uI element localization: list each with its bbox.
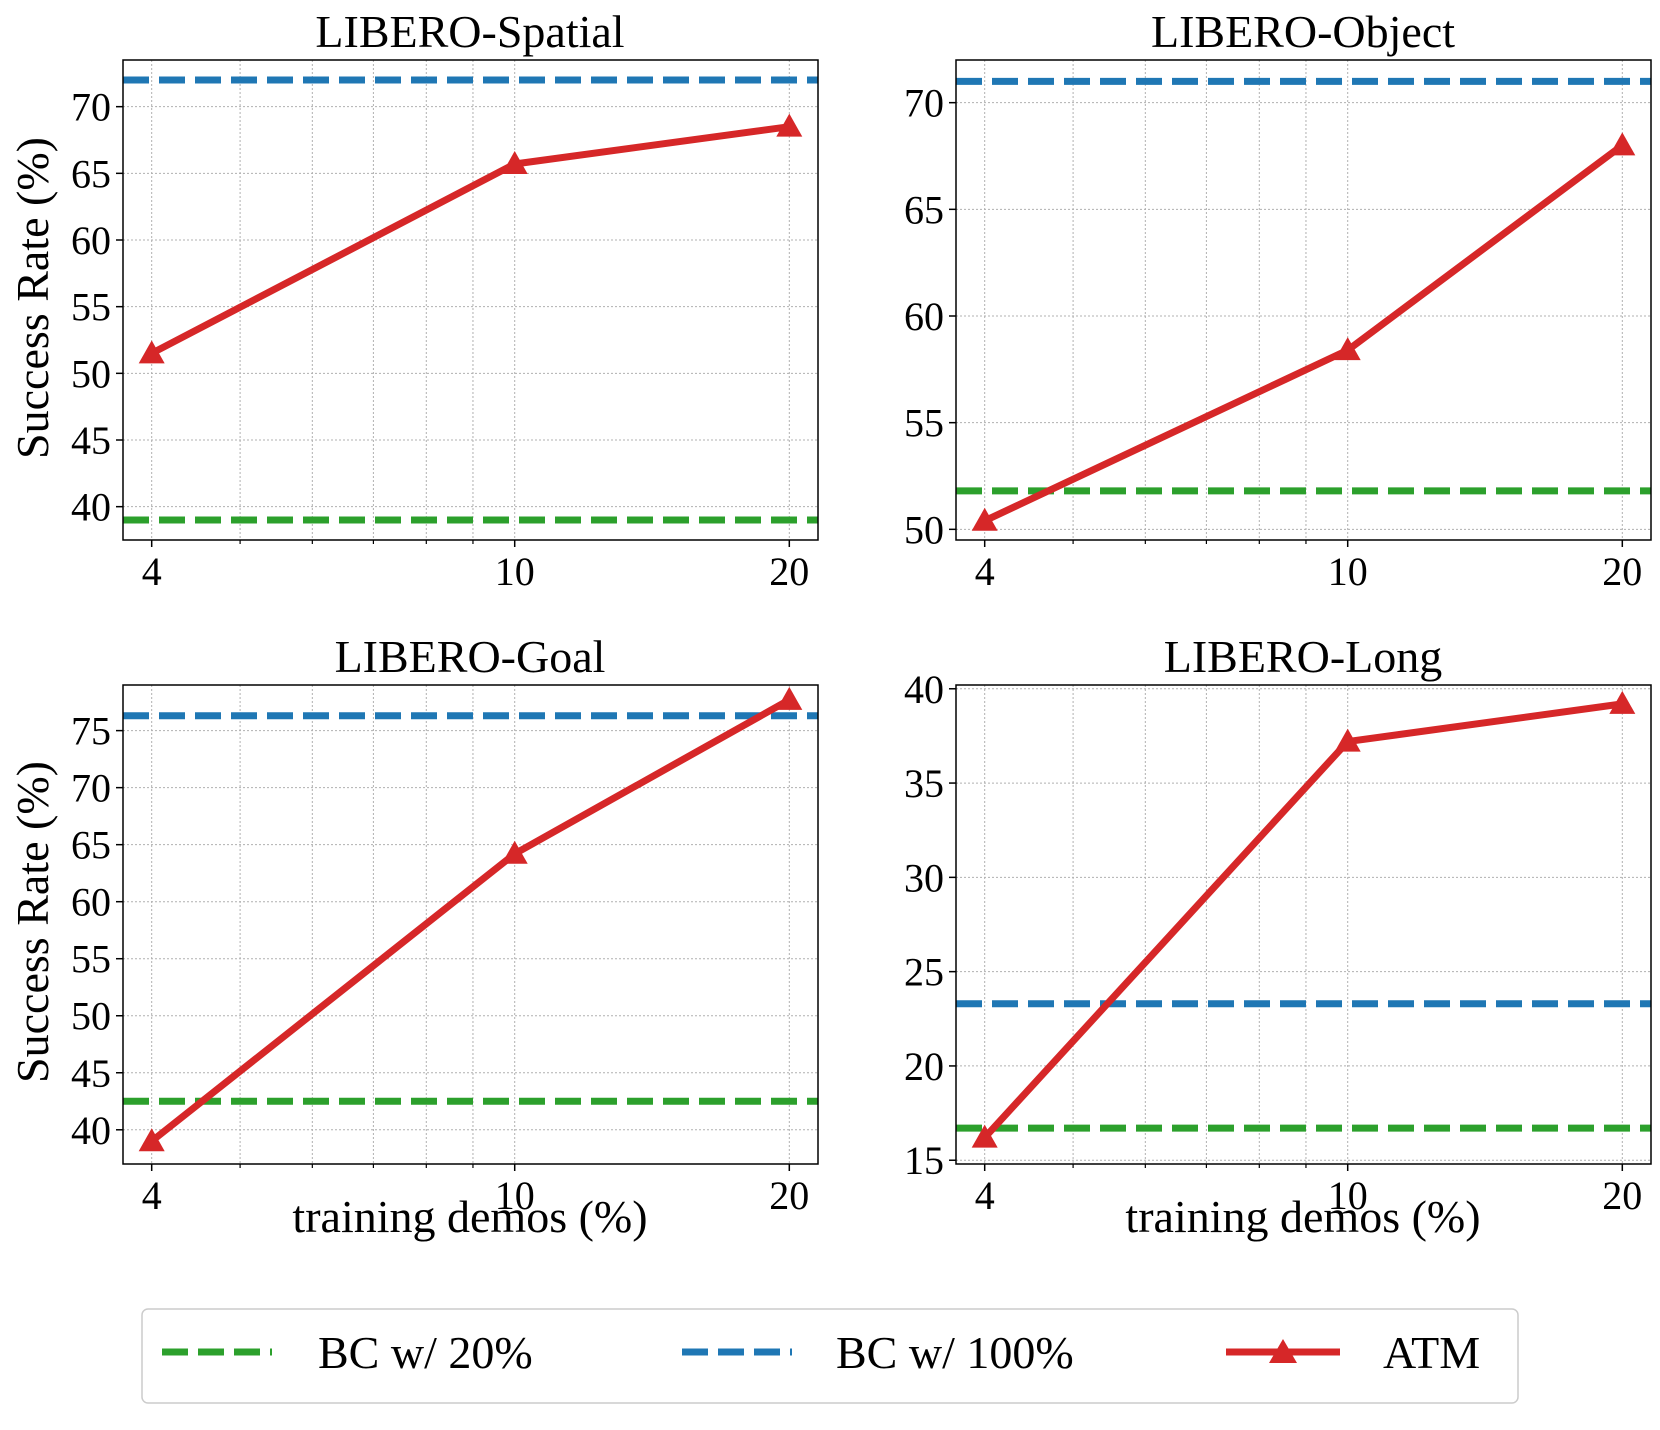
atm-point (971, 1124, 998, 1148)
y-tick-label: 60 (71, 218, 111, 263)
legend-item-bc20: BC w/ 20% (162, 1327, 533, 1378)
atm-series-line (149, 696, 792, 1144)
axes-frame (122, 684, 819, 1165)
y-tick-label: 75 (71, 709, 111, 754)
atm-point (138, 340, 165, 364)
legend-item-atm: ATM (1226, 1327, 1480, 1378)
legend-box (141, 1308, 1519, 1404)
panel-libero-long: LIBERO-Long 15 20 25 30 35 40 4 10 20 training d… (904, 631, 1652, 1242)
x-tick-label: 10 (495, 549, 535, 594)
atm-point (501, 840, 528, 864)
y-tick-label: 15 (904, 1138, 944, 1183)
x-tick-label: 10 (1328, 549, 1368, 594)
grid (956, 60, 1651, 540)
y-tick-label: 45 (71, 1051, 111, 1096)
atm-point (1609, 690, 1636, 714)
atm-point (138, 1128, 165, 1152)
y-tick-label: 40 (71, 485, 111, 530)
atm-point (971, 507, 998, 531)
grid (123, 60, 818, 540)
y-tick-label: 50 (71, 351, 111, 396)
y-tick-label: 20 (904, 1044, 944, 1089)
y-tick-label: 40 (71, 1108, 111, 1153)
atm-series-line (983, 142, 1625, 524)
y-tick-label: 50 (904, 507, 944, 552)
y-tick-label: 70 (904, 81, 944, 126)
y-tick-label: 50 (71, 994, 111, 1039)
y-tick-label: 55 (904, 401, 944, 446)
axes-frame (955, 59, 1652, 541)
x-tick-label: 4 (142, 549, 162, 594)
x-tick-label: 10 (1328, 1173, 1368, 1218)
y-tick-label: 70 (71, 766, 111, 811)
y-tick-label: 25 (904, 950, 944, 995)
atm-point (776, 113, 803, 137)
panel-title: LIBERO-Goal (335, 631, 606, 682)
atm-point (501, 151, 528, 174)
x-tick-label: 4 (142, 1173, 162, 1218)
panel-libero-spatial: LIBERO-Spatial 40 45 50 55 60 65 70 4 10 20 Succe… (7, 6, 819, 594)
atm-point (1609, 132, 1636, 156)
atm-point (1334, 337, 1361, 361)
x-tick-label: 20 (1602, 549, 1642, 594)
y-tick-label: 65 (71, 823, 111, 868)
y-axis-label: Success Rate (%) (7, 761, 58, 1083)
y-tick-label: 55 (71, 937, 111, 982)
y-tick-label: 45 (71, 418, 111, 463)
legend: BC w/ 20% BC w/ 100% ATM (141, 1308, 1519, 1404)
y-tick-label: 35 (904, 761, 944, 806)
legend-marker-atm (1269, 1339, 1297, 1363)
legend-label-bc100: BC w/ 100% (836, 1327, 1074, 1378)
panel-title: LIBERO-Long (1164, 631, 1443, 682)
panel-libero-goal: LIBERO-Goal 40 45 50 55 60 65 70 75 4 10 20 Succes… (7, 631, 819, 1242)
x-tick-label: 10 (495, 1173, 535, 1218)
axes-frame (122, 59, 819, 541)
x-tick-label: 20 (769, 549, 809, 594)
panel-libero-object: LIBERO-Object 50 55 60 65 70 4 10 20 (904, 6, 1652, 594)
x-axis-label: training demos (%) (292, 1191, 647, 1242)
atm-point (776, 686, 803, 710)
y-tick-label: 40 (904, 667, 944, 712)
x-tick-label: 4 (975, 1173, 995, 1218)
y-tick-label: 65 (71, 151, 111, 196)
panel-title: LIBERO-Object (1151, 6, 1455, 57)
legend-label-bc20: BC w/ 20% (318, 1327, 533, 1378)
panel-title: LIBERO-Spatial (315, 6, 624, 57)
y-tick-label: 60 (71, 880, 111, 925)
x-tick-label: 4 (975, 549, 995, 594)
atm-series-line (982, 700, 1623, 1140)
atm-point (1334, 728, 1361, 752)
y-tick-label: 30 (904, 855, 944, 900)
y-axis-label: Success Rate (%) (7, 137, 58, 459)
y-tick-label: 55 (71, 285, 111, 330)
x-axis-label: training demos (%) (1125, 1191, 1480, 1242)
grid (956, 685, 1651, 1164)
y-tick-label: 60 (904, 294, 944, 339)
x-tick-label: 20 (769, 1173, 809, 1218)
x-tick-label: 20 (1602, 1173, 1642, 1218)
axes-frame (955, 684, 1652, 1165)
y-tick-label: 65 (904, 187, 944, 232)
legend-label-atm: ATM (1383, 1327, 1480, 1378)
legend-item-bc100: BC w/ 100% (682, 1327, 1074, 1378)
y-tick-label: 70 (71, 85, 111, 130)
grid (123, 685, 818, 1164)
